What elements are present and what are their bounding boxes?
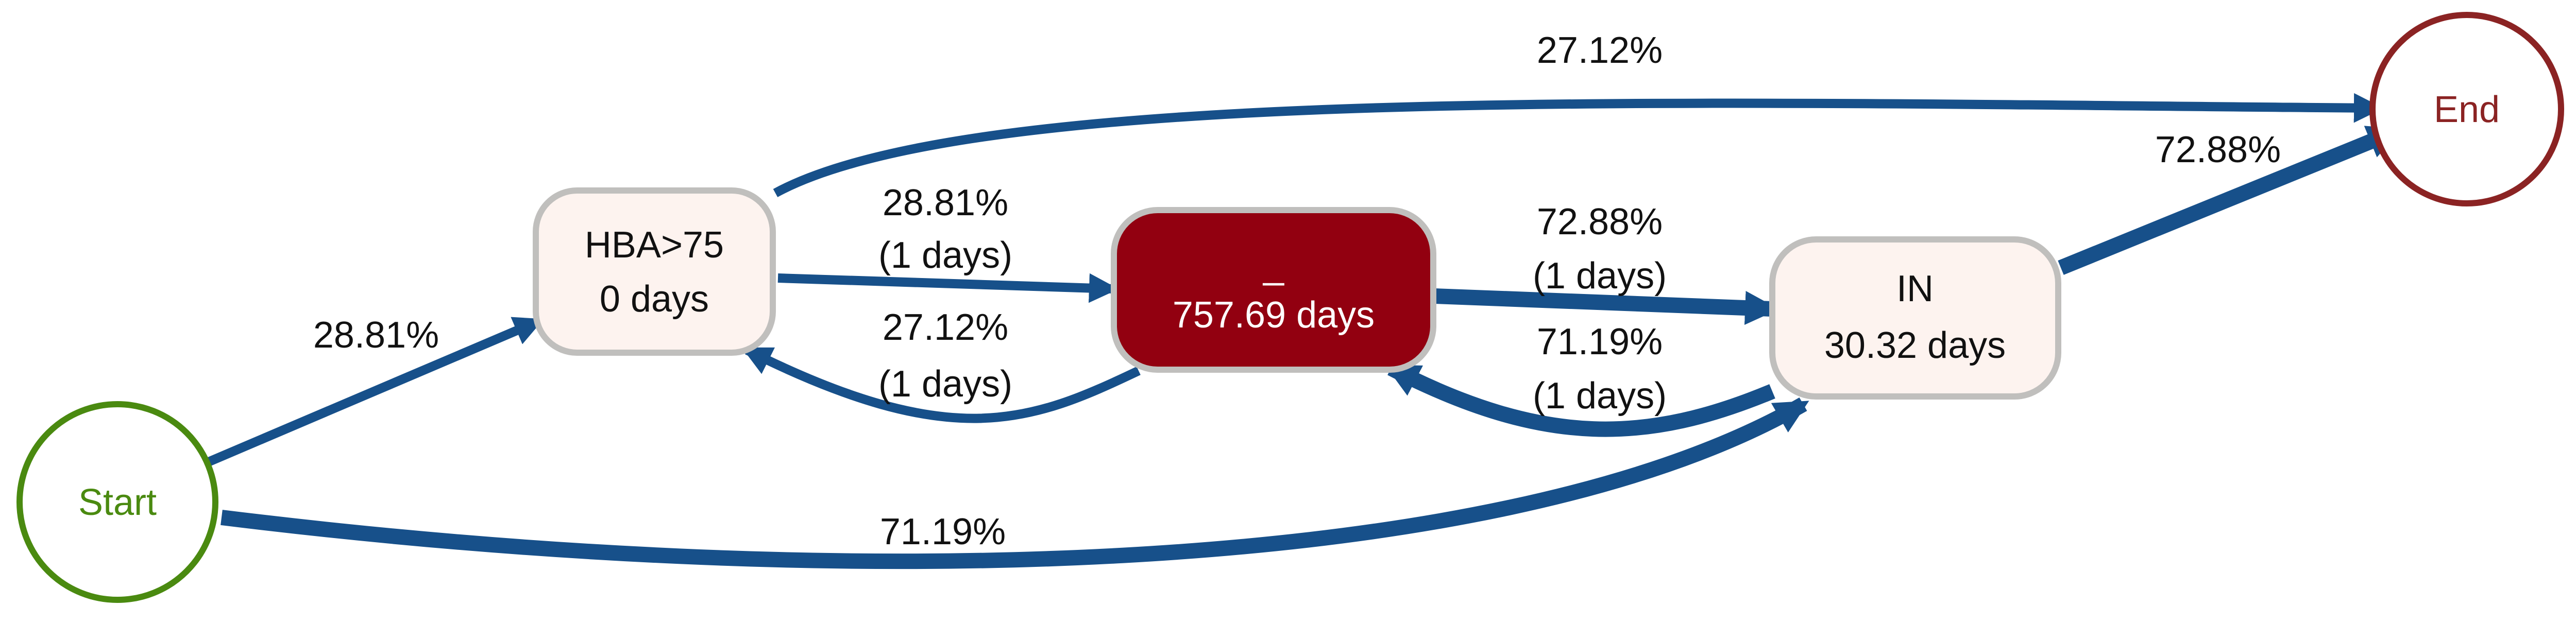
edge-hba-underscore bbox=[777, 273, 1119, 303]
edge-label-underscore-in-time: (1 days) bbox=[1533, 255, 1667, 297]
edge-label-underscore-hba-pct: 27.12% bbox=[883, 307, 1008, 348]
node-in[interactable]: IN 30.32 days bbox=[1769, 236, 2061, 400]
hba-duration: 0 days bbox=[600, 279, 709, 320]
edge-labels: 28.81% 27.12% 28.81% (1 days) 27.12% (1 … bbox=[313, 30, 2281, 552]
node-end[interactable]: End bbox=[2369, 12, 2564, 206]
start-label: Start bbox=[78, 482, 157, 523]
underscore-title: _ bbox=[1262, 245, 1284, 286]
edge-hba-end bbox=[773, 93, 2384, 197]
node-start[interactable]: Start bbox=[16, 401, 218, 603]
end-label: End bbox=[2434, 89, 2500, 130]
hba-box bbox=[533, 187, 776, 356]
edge-label-underscore-in-pct: 72.88% bbox=[1537, 201, 1663, 243]
edge-label-in-underscore-pct: 71.19% bbox=[1537, 321, 1663, 362]
edge-label-in-end-pct: 72.88% bbox=[2155, 129, 2281, 170]
edge-label-start-hba-pct: 28.81% bbox=[313, 315, 439, 356]
edge-label-underscore-hba-time: (1 days) bbox=[878, 364, 1012, 405]
end-circle bbox=[2369, 12, 2564, 206]
edge-start-hba bbox=[207, 317, 544, 466]
in-box bbox=[1769, 236, 2061, 400]
edge-in-underscore bbox=[1385, 361, 1775, 437]
edge-underscore-in bbox=[1434, 288, 1780, 325]
edge-label-hba-underscore-pct: 28.81% bbox=[883, 182, 1008, 223]
edge-start-in bbox=[221, 397, 1809, 569]
start-circle bbox=[16, 401, 218, 603]
in-duration: 30.32 days bbox=[1824, 325, 2006, 366]
edges bbox=[207, 93, 2402, 569]
edge-in-end bbox=[2058, 124, 2402, 275]
hba-title: HBA>75 bbox=[585, 224, 724, 266]
edge-label-hba-end-pct: 27.12% bbox=[1537, 30, 1663, 71]
in-title: IN bbox=[1896, 268, 1934, 309]
underscore-box bbox=[1111, 207, 1436, 373]
edge-label-start-in-pct: 71.19% bbox=[880, 511, 1006, 552]
node-hba[interactable]: HBA>75 0 days bbox=[533, 187, 776, 356]
underscore-duration: 757.69 days bbox=[1173, 295, 1375, 336]
edge-label-hba-underscore-time: (1 days) bbox=[878, 235, 1012, 276]
edge-underscore-hba bbox=[741, 345, 1141, 423]
edge-label-in-underscore-time: (1 days) bbox=[1533, 375, 1667, 417]
node-underscore[interactable]: _ 757.69 days bbox=[1111, 207, 1436, 373]
